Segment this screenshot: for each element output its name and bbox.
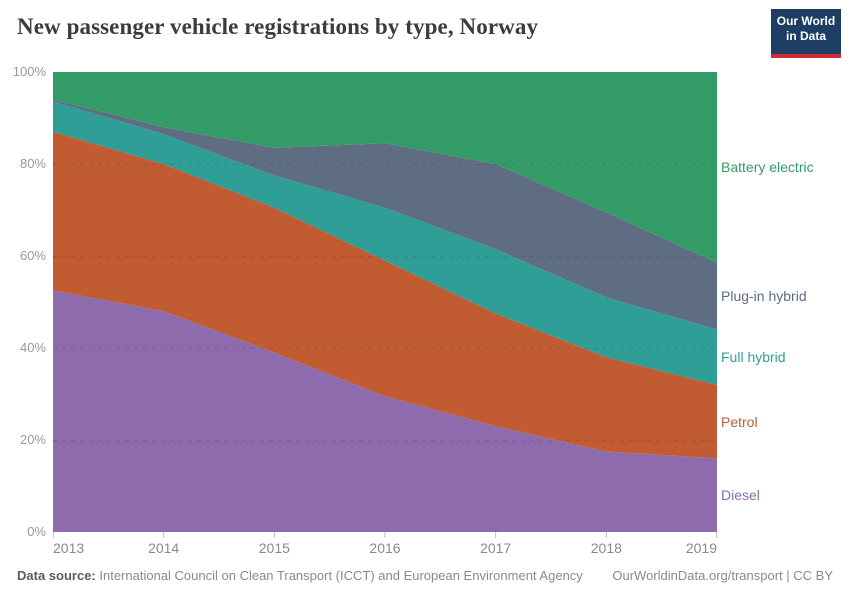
x-axis-tick-label: 2016 — [369, 540, 401, 556]
legend-item-diesel[interactable]: Diesel — [721, 487, 760, 504]
x-axis-tick-label: 2019 — [685, 540, 717, 556]
area-petrol[interactable] — [53, 131, 717, 459]
logo-line2: in Data — [785, 29, 826, 43]
y-axis-tick-label: 20% — [19, 432, 46, 447]
logo-line1: Our World — [776, 14, 836, 28]
stacked-area-plot[interactable] — [53, 72, 717, 542]
legend-item-full-hybrid[interactable]: Full hybrid — [721, 349, 786, 366]
area-plug-in-hybrid[interactable] — [53, 99, 717, 330]
x-axis-tick-label: 2015 — [258, 540, 290, 556]
x-axis-tick-label: 2013 — [53, 540, 85, 556]
legend-item-battery-electric[interactable]: Battery electric — [721, 159, 814, 176]
y-axis-tick-label: 100% — [12, 64, 46, 79]
area-diesel[interactable] — [53, 290, 717, 533]
data-source-note: Data source: International Council on Cl… — [17, 568, 583, 583]
y-axis-tick-label: 60% — [19, 248, 46, 263]
credit-link[interactable]: OurWorldinData.org/transport | CC BY — [612, 568, 833, 583]
x-axis-tick-label: 2014 — [148, 540, 180, 556]
area-full-hybrid[interactable] — [53, 101, 717, 385]
y-axis-tick-label: 0% — [27, 524, 46, 539]
y-axis-tick-label: 40% — [19, 340, 46, 355]
area-battery-electric[interactable] — [53, 72, 717, 263]
footer: Data source: International Council on Cl… — [17, 568, 833, 583]
page-title: New passenger vehicle registrations by t… — [17, 14, 539, 39]
x-axis-tick-label: 2017 — [480, 540, 512, 556]
data-source-label: Data source: — [17, 568, 96, 583]
owid-logo[interactable]: Our World in Data — [771, 9, 841, 58]
legend-item-petrol[interactable]: Petrol — [721, 413, 758, 430]
x-axis-tick-label: 2018 — [590, 540, 622, 556]
legend-item-plug-in-hybrid[interactable]: Plug-in hybrid — [721, 288, 807, 305]
y-axis-tick-label: 80% — [19, 156, 46, 171]
data-source-text: International Council on Clean Transport… — [95, 568, 583, 583]
